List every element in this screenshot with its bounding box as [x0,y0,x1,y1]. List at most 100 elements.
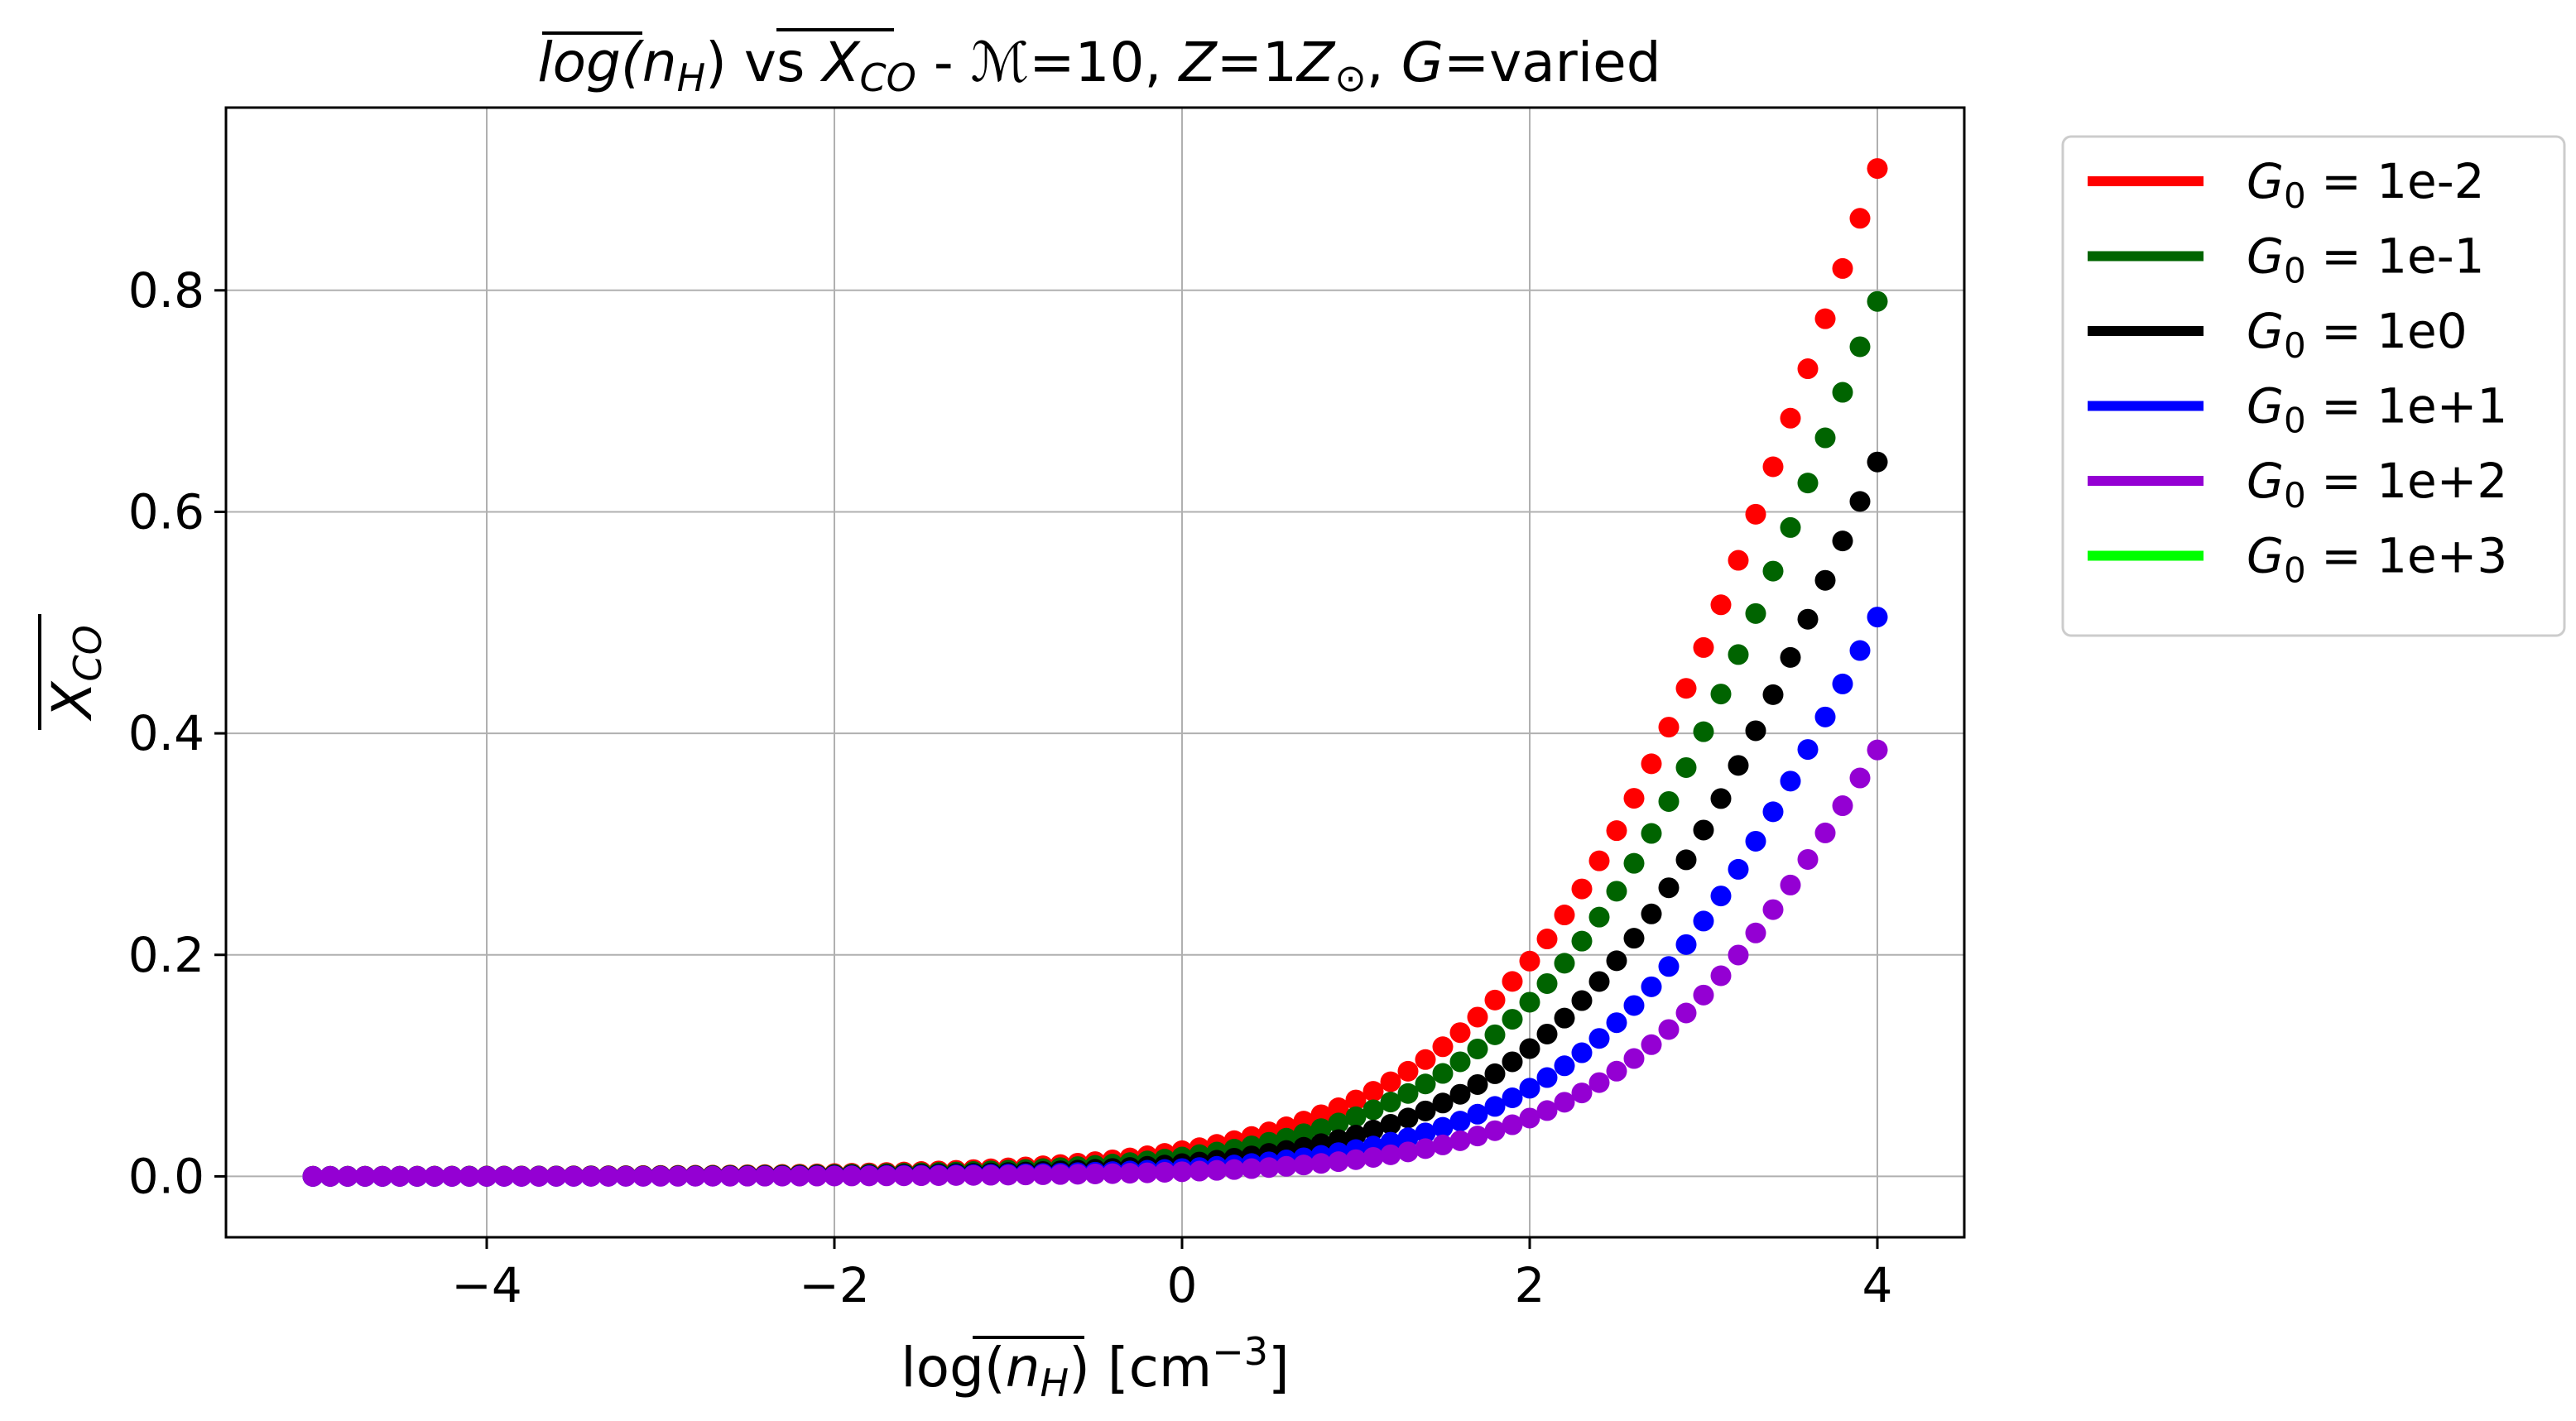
data-point [1415,1073,1436,1095]
data-point [1554,905,1575,926]
chart-title: log(nH) vs XCO - ℳ=10, Z=1Z⊙, G=varied [537,31,1660,100]
data-point [858,1165,880,1187]
data-point [1223,1159,1245,1180]
data-point [1797,848,1819,870]
data-point [1502,1087,1523,1109]
data-point [1484,1096,1506,1117]
data-point [545,1165,567,1187]
data-point [963,1164,984,1186]
data-point [1206,1159,1228,1181]
data-point [1467,1103,1488,1125]
data-point [1449,1111,1471,1132]
grid [226,108,1964,1237]
data-point [1606,881,1627,902]
data-point [1415,1122,1436,1144]
data-point [1536,1100,1558,1121]
data-point [1658,877,1680,899]
data-point [1832,382,1853,403]
data-point [1867,290,1888,312]
data-point [1432,1116,1454,1138]
data-point [1258,1157,1280,1179]
data-point [1693,984,1714,1006]
data-point [1797,358,1819,380]
data-point [1432,1092,1454,1114]
data-point [1310,1153,1332,1174]
x-tick-label: −2 [799,1257,870,1313]
data-point [1623,995,1645,1016]
data-point [1171,1161,1193,1183]
y-tick-label: 0.0 [128,1148,204,1204]
data-point [1449,1022,1471,1044]
data-point [1606,820,1627,842]
data-point [1728,755,1749,776]
x-tick-label: 0 [1167,1257,1198,1313]
data-point [945,1164,967,1186]
data-point [824,1165,845,1187]
data-point [1675,934,1697,955]
data-point [1693,819,1714,841]
data-point [563,1165,584,1187]
data-point [1797,473,1819,494]
data-point [737,1165,758,1187]
y-tick-label: 0.4 [128,705,204,761]
data-point [789,1165,810,1187]
data-point [1658,1019,1680,1040]
legend-label: G0 = 1e+2 [2247,453,2507,516]
data-point [1432,1036,1454,1058]
data-point [1814,569,1836,591]
data-point [1015,1164,1036,1186]
svg-text:XCO: XCO [41,625,110,722]
data-point [1502,1114,1523,1135]
data-point [1762,801,1784,823]
data-point [424,1165,445,1187]
data-point [1623,928,1645,949]
data-point [1571,1042,1593,1063]
data-point [1554,1007,1575,1029]
data-point [1658,790,1680,812]
data-point [1780,874,1801,895]
data-point [1623,852,1645,874]
data-point [1397,1060,1419,1082]
data-point [650,1165,671,1187]
data-point [980,1164,1002,1186]
data-point [876,1165,897,1187]
data-point [685,1165,706,1187]
data-point [1432,1134,1454,1155]
data-point [1710,684,1732,705]
data-point [1797,739,1819,761]
data-point [598,1165,619,1187]
data-point [1728,644,1749,665]
data-point [1728,944,1749,966]
y-axis-label: XCO [38,614,110,730]
data-point [1606,950,1627,972]
plot-frame [224,106,1966,1239]
data-point [493,1165,515,1187]
data-point [1536,1067,1558,1088]
data-point [1675,678,1697,699]
data-point [1362,1146,1384,1168]
data-point [1710,965,1732,987]
data-point [1780,407,1801,429]
data-point [1119,1163,1141,1184]
data-point [1623,788,1645,809]
data-point [1519,1038,1540,1059]
data-point [1571,878,1593,900]
data-point [1362,1099,1384,1121]
data-point [632,1165,654,1187]
data-point [1484,1024,1506,1045]
data-point [1380,1144,1401,1165]
data-point [1710,886,1732,907]
data-point [1571,930,1593,952]
ticks: −4 −2 0 2 4 0.0 0.2 0.4 0.6 0.8 [128,262,1893,1313]
data-point [1780,516,1801,538]
data-point [1762,456,1784,478]
data-point [1693,636,1714,658]
data-point [1588,906,1610,928]
data-point [1154,1161,1175,1183]
data-point [997,1164,1019,1186]
data-point [1397,1141,1419,1163]
legend-box [2061,135,2566,637]
data-point [1606,1012,1627,1034]
data-point [1710,788,1732,809]
legend-label: G0 = 1e+3 [2247,528,2507,591]
